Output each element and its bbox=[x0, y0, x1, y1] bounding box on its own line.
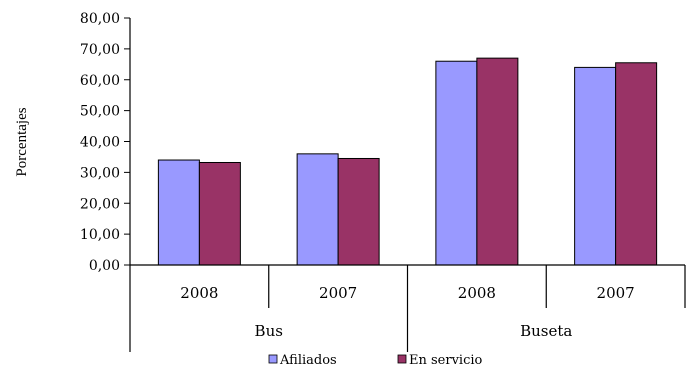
legend-swatch bbox=[397, 354, 407, 364]
bar-afiliados bbox=[157, 159, 200, 266]
x-group-label: Buseta bbox=[520, 322, 572, 340]
bar-afiliados bbox=[296, 153, 339, 266]
x-group-label: Bus bbox=[255, 322, 283, 340]
y-axis-label: Porcentajes bbox=[14, 107, 30, 176]
y-axis: 0,00 10,00 20,00 30,00 40,00 50,00 60,00 70,00 8… bbox=[80, 11, 131, 274]
x-axis: 2008 2007 2008 2007 Bus Buseta bbox=[129, 264, 686, 352]
y-tick-label: 50,00 bbox=[80, 104, 120, 120]
y-tick-label: 20,00 bbox=[80, 196, 120, 212]
y-tick-label: 10,00 bbox=[80, 227, 120, 243]
bar-afiliados bbox=[435, 60, 478, 266]
y-tick-label: 60,00 bbox=[80, 73, 120, 89]
y-tick-label: 70,00 bbox=[80, 42, 120, 58]
x-tick-label: 2007 bbox=[319, 284, 357, 302]
x-tick-label: 2008 bbox=[458, 284, 496, 302]
y-tick-label: 80,00 bbox=[80, 11, 120, 27]
bar-en-servicio bbox=[476, 57, 519, 266]
bar-afiliados bbox=[574, 66, 617, 266]
y-tick-label: 30,00 bbox=[80, 165, 120, 181]
x-tick-label: 2008 bbox=[180, 284, 218, 302]
legend: Afiliados En servicio bbox=[268, 353, 483, 368]
bar-en-servicio bbox=[198, 161, 241, 266]
legend-label: Afiliados bbox=[279, 353, 337, 368]
x-tick-label: 2007 bbox=[597, 284, 635, 302]
y-tick-label: 0,00 bbox=[89, 258, 120, 274]
legend-swatch bbox=[268, 354, 278, 364]
legend-label: En servicio bbox=[409, 353, 483, 368]
bar-en-servicio bbox=[337, 157, 380, 266]
bar-en-servicio bbox=[615, 62, 658, 266]
y-tick-label: 40,00 bbox=[80, 135, 120, 151]
bars bbox=[157, 57, 658, 266]
